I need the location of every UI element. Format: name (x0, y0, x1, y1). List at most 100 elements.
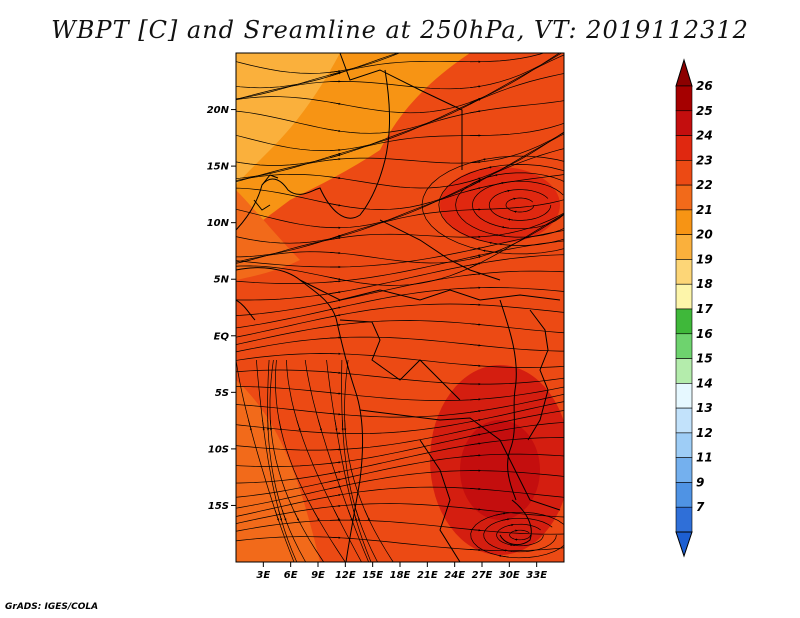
colorbar-swatch (675, 407, 693, 434)
streamline-arrow (508, 523, 514, 527)
streamline-arrow (364, 509, 370, 522)
streamline-arrow (329, 129, 342, 133)
streamline-arrow (469, 344, 482, 347)
colorbar-swatch (675, 234, 693, 260)
colorbar-label: 26 (696, 79, 713, 93)
lon-tick-label: 27E (472, 570, 493, 581)
field-core-southeast (460, 420, 540, 520)
colorbar-label: 11 (696, 451, 713, 465)
streamline-arrow (469, 85, 482, 89)
colorbar-swatch (675, 209, 693, 235)
streamline-arrow (329, 336, 342, 339)
streamline-arrow (488, 174, 499, 178)
streamline (236, 353, 564, 368)
streamline (236, 132, 564, 182)
colorbar-label: 16 (696, 327, 713, 341)
border-line (236, 267, 363, 562)
streamline (256, 359, 298, 562)
streamline (236, 148, 564, 229)
lat-tick-label: 10S (208, 444, 229, 455)
streamline-arrow (329, 71, 342, 76)
border-line (339, 53, 463, 170)
streamline-arrow (334, 419, 338, 432)
colorbar-swatch (675, 333, 693, 359)
streamline-arrow (469, 364, 482, 367)
streamline-arrow (495, 234, 506, 237)
streamline (236, 422, 564, 467)
streamline-arrow (469, 247, 482, 251)
lon-tick-label: 15E (362, 570, 383, 581)
colorbar-label: 14 (696, 376, 713, 390)
colorbar-swatch (675, 110, 693, 136)
streamline-arrow (278, 509, 283, 522)
colorbar-swatch (675, 457, 693, 483)
streamline-arrow (469, 323, 482, 326)
footer-credit: GrADS: IGES/COLA (5, 602, 99, 612)
streamline (236, 131, 564, 189)
streamline-arrow (470, 19, 480, 23)
lon-tick-label: 3E (256, 570, 270, 581)
streamline (236, 254, 564, 301)
streamline-arrow (469, 548, 482, 552)
lat-tick-label: 15N (207, 162, 230, 173)
streamline (236, 519, 564, 535)
colorbar-label: 22 (696, 178, 713, 192)
streamline (496, 523, 544, 547)
streamline-arrow (469, 418, 482, 423)
streamline (236, 53, 561, 114)
border-line (359, 409, 561, 511)
streamline-arrow (501, 226, 510, 229)
streamlines (236, 19, 564, 562)
border-line (527, 309, 549, 441)
streamline-arrow (329, 152, 342, 157)
lon-tick-label: 12E (335, 570, 356, 581)
streamline-arrow (469, 256, 482, 260)
streamline (236, 303, 564, 338)
colorbar-swatch (675, 85, 693, 112)
streamline (236, 73, 564, 151)
streamline (236, 240, 564, 284)
streamline-arrow (502, 518, 510, 521)
streamline-arrow (293, 509, 299, 522)
streamline-arrow (329, 478, 342, 482)
streamline-arrow (469, 508, 482, 511)
colorbar-label: 19 (696, 252, 713, 266)
border-line (236, 299, 256, 321)
streamline-arrow (471, 158, 487, 163)
streamline-arrow (469, 187, 482, 191)
streamline (236, 453, 564, 498)
streamline-arrow (469, 272, 482, 276)
streamline-arrow (329, 280, 342, 283)
streamline-arrow (329, 291, 342, 294)
streamline-arrow (488, 241, 502, 245)
colorbar-swatch (675, 135, 693, 161)
lon-tick-label: 30E (499, 570, 520, 581)
colorbar-swatch (675, 383, 693, 409)
colorbar-label: 12 (696, 426, 713, 440)
streamline (509, 529, 531, 541)
colorbar-label: 23 (696, 153, 713, 167)
border-line (339, 319, 461, 401)
streamline-arrow (496, 181, 505, 185)
colorbar-swatch (675, 259, 693, 285)
colorbar-label: 21 (696, 203, 713, 217)
streamline-arrow (329, 277, 342, 281)
lon-tick-label: 33E (526, 570, 547, 581)
field-cooler-northwest (236, 53, 340, 185)
streamline (236, 53, 401, 74)
streamline (236, 100, 564, 166)
streamline (286, 359, 362, 562)
colorbar: 26 25 24 23 22 21 20 19 18 17 16 15 14 13 12 11 9 7 (675, 58, 713, 558)
streamline (269, 359, 325, 562)
streamline-arrow (329, 485, 342, 489)
border-line (379, 219, 501, 281)
streamline-arrow (469, 410, 482, 413)
streamline-arrow (329, 101, 342, 105)
streamline-arrow (469, 442, 482, 446)
streamline-arrow (269, 419, 273, 432)
streamline-arrow (329, 413, 342, 416)
streamline (236, 393, 564, 418)
streamline-arrow (498, 554, 509, 558)
streamline-arrow (469, 454, 482, 457)
streamline-arrow (504, 189, 511, 193)
